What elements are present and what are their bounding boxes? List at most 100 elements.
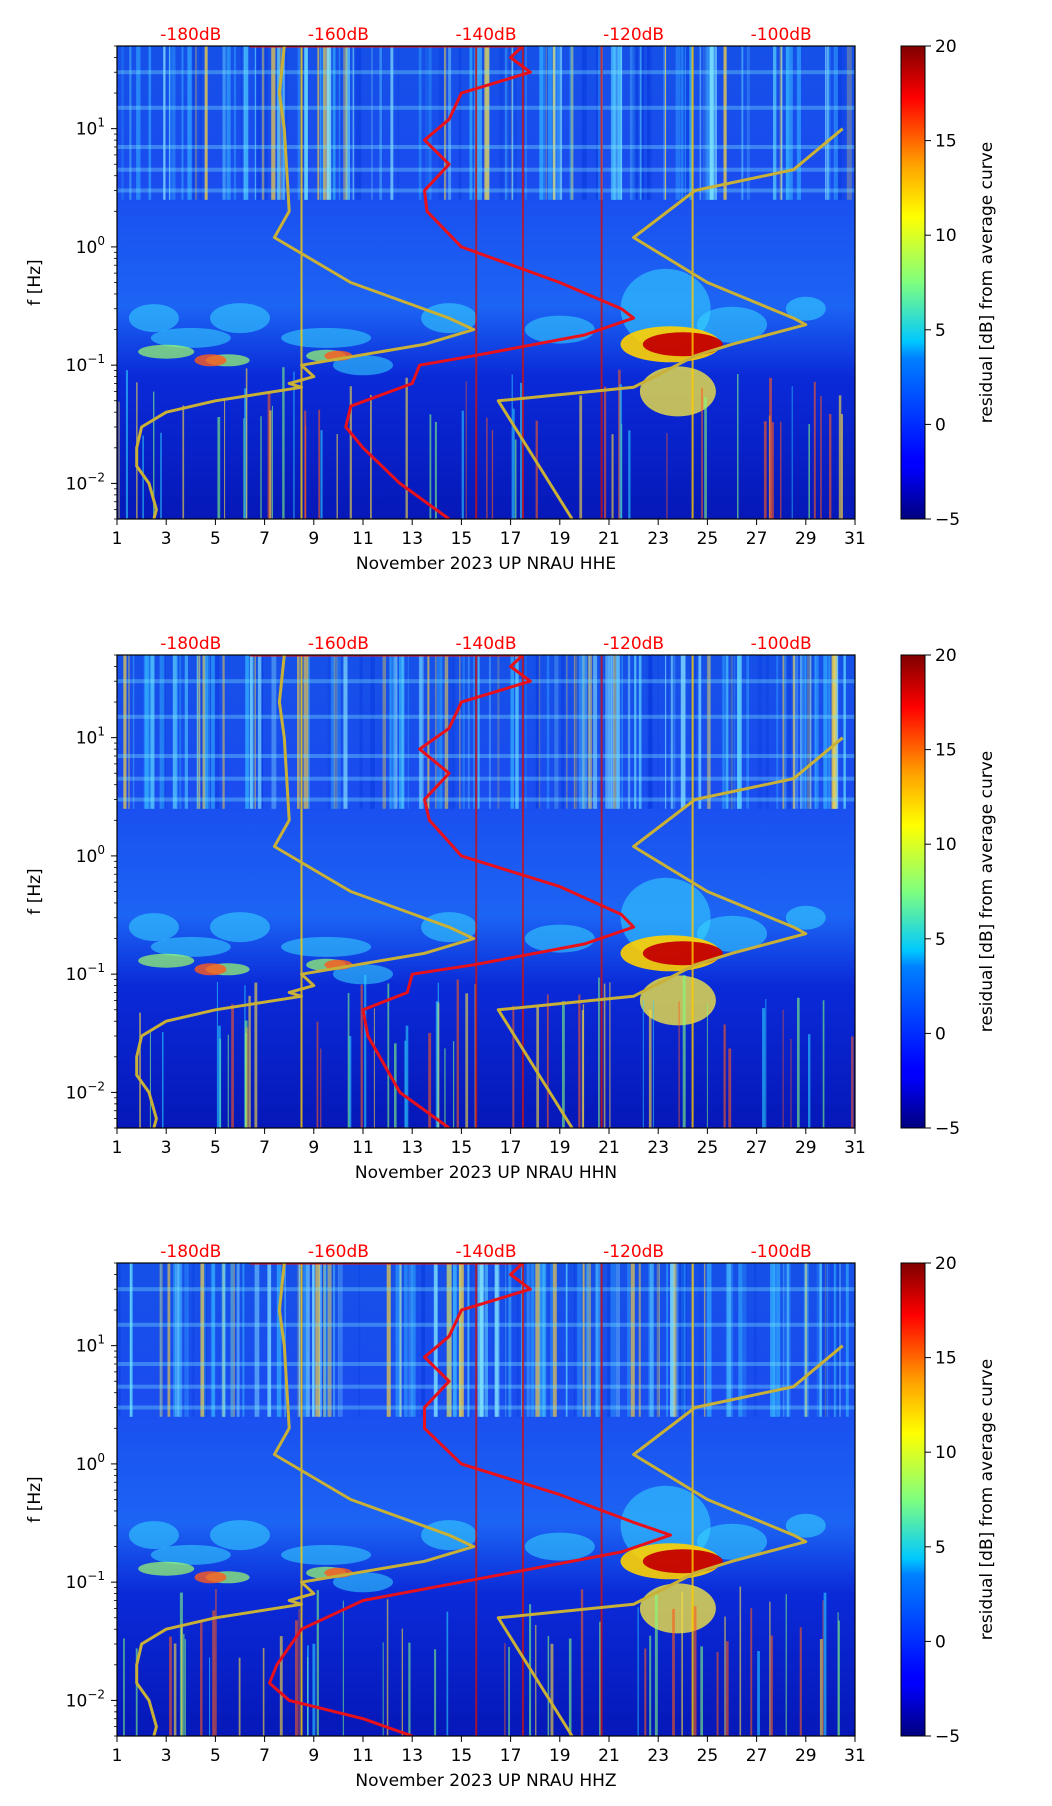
lf-spike: [218, 1025, 221, 1128]
y-tick-exponent: 0: [97, 843, 105, 857]
lf-spike: [182, 405, 185, 519]
hf-streak: [782, 1263, 785, 1417]
hf-streak: [467, 655, 470, 809]
hf-streak: [525, 655, 527, 809]
colorbar-label: residual [dB] from average curve: [977, 142, 997, 423]
hf-streak: [585, 1263, 590, 1417]
hf-streak: [569, 46, 574, 200]
hf-streak: [160, 1263, 162, 1417]
hf-streak: [561, 655, 565, 809]
hf-streak: [796, 46, 801, 200]
hf-streak: [478, 46, 481, 200]
hf-streak: [307, 655, 310, 809]
hf-streak: [788, 46, 793, 200]
x-axis-label: November 2023 UP NRAU HHE: [356, 554, 616, 574]
hf-streak: [484, 1263, 488, 1417]
lf-spike: [215, 1589, 217, 1736]
db-axis-label: -140dB: [455, 25, 516, 45]
hf-streak: [204, 46, 208, 200]
lf-spike: [790, 1038, 792, 1128]
lf-spike: [813, 381, 816, 519]
colorbar-tick-label: 10: [935, 835, 957, 855]
hf-streak: [542, 46, 546, 200]
hf-streak: [708, 655, 711, 809]
hf-streak: [249, 655, 253, 809]
hf-streak: [560, 46, 562, 200]
db-axis-label: -120dB: [603, 25, 664, 45]
hf-streak: [488, 655, 491, 809]
hf-streak: [673, 655, 676, 809]
hf-streak: [681, 46, 684, 200]
hf-streak: [453, 1263, 457, 1417]
x-tick-label: 17: [500, 529, 522, 549]
db-axis-label: -120dB: [603, 1242, 664, 1262]
db-axis-label: -140dB: [455, 1242, 516, 1262]
hf-streak: [329, 46, 334, 200]
microseism-blob: [333, 355, 393, 376]
microseism-blob: [210, 912, 270, 943]
y-tick-label: 10−1: [66, 352, 105, 376]
lf-spike: [243, 418, 245, 519]
lf-spike: [184, 1639, 186, 1736]
hf-streak: [610, 1263, 616, 1417]
lf-spike: [536, 1005, 539, 1128]
hf-streak: [684, 46, 686, 200]
hf-streak: [809, 655, 812, 809]
hf-streak: [371, 46, 373, 200]
lf-spike: [644, 1648, 647, 1736]
hf-band: [117, 167, 855, 172]
y-tick-exponent: −2: [87, 470, 105, 484]
hf-streak: [707, 46, 712, 200]
microseism-blob: [697, 915, 767, 952]
hf-streak: [162, 655, 166, 809]
hf-streak: [452, 655, 456, 809]
lf-spike: [770, 1635, 773, 1736]
lf-spike: [769, 377, 772, 519]
lf-spike: [316, 1590, 319, 1736]
hf-streak: [608, 655, 610, 809]
hf-streak: [320, 46, 322, 200]
colorbar-tick-label: 10: [935, 226, 957, 246]
hf-streak: [806, 655, 811, 809]
microseism-blob: [210, 1520, 270, 1551]
hf-streak: [698, 1263, 703, 1417]
hf-streak: [254, 655, 256, 809]
hf-streak: [638, 655, 642, 809]
hf-streak: [655, 1263, 659, 1417]
lf-spike: [649, 1635, 652, 1736]
hf-streak: [729, 655, 735, 809]
hf-streak: [741, 1263, 747, 1417]
hf-streak: [129, 1263, 133, 1417]
hf-streak: [737, 655, 742, 809]
lf-spike: [217, 417, 221, 519]
hf-streak: [477, 655, 480, 809]
hf-streak: [499, 46, 504, 200]
hf-streak: [516, 1263, 520, 1417]
x-tick-label: 7: [259, 529, 270, 549]
hf-streak: [554, 655, 559, 809]
hf-streak: [196, 655, 199, 809]
hf-streak: [535, 1263, 541, 1417]
x-tick-label: 29: [795, 529, 817, 549]
hf-streak: [323, 1263, 326, 1417]
lf-spike: [216, 982, 218, 1128]
x-tick-label: 29: [795, 1746, 817, 1766]
hf-streak: [765, 655, 769, 809]
hf-streak: [630, 1263, 635, 1417]
hf-streak: [553, 655, 559, 809]
hf-streak: [197, 655, 201, 809]
hf-streak: [240, 46, 242, 200]
hf-band: [117, 105, 855, 110]
lf-spike: [823, 1592, 827, 1736]
db-axis-label: -180dB: [160, 25, 221, 45]
series-line: [249, 1263, 672, 1736]
lf-spike: [404, 1040, 407, 1128]
hf-streak: [800, 655, 802, 809]
hf-streak: [199, 655, 203, 809]
x-tick-label: 25: [697, 529, 719, 549]
hf-streak: [552, 46, 556, 200]
lf-spike: [797, 997, 800, 1128]
lf-spike: [295, 1620, 298, 1736]
microseism-blob: [138, 344, 195, 359]
y-tick-label: 100: [76, 234, 105, 258]
